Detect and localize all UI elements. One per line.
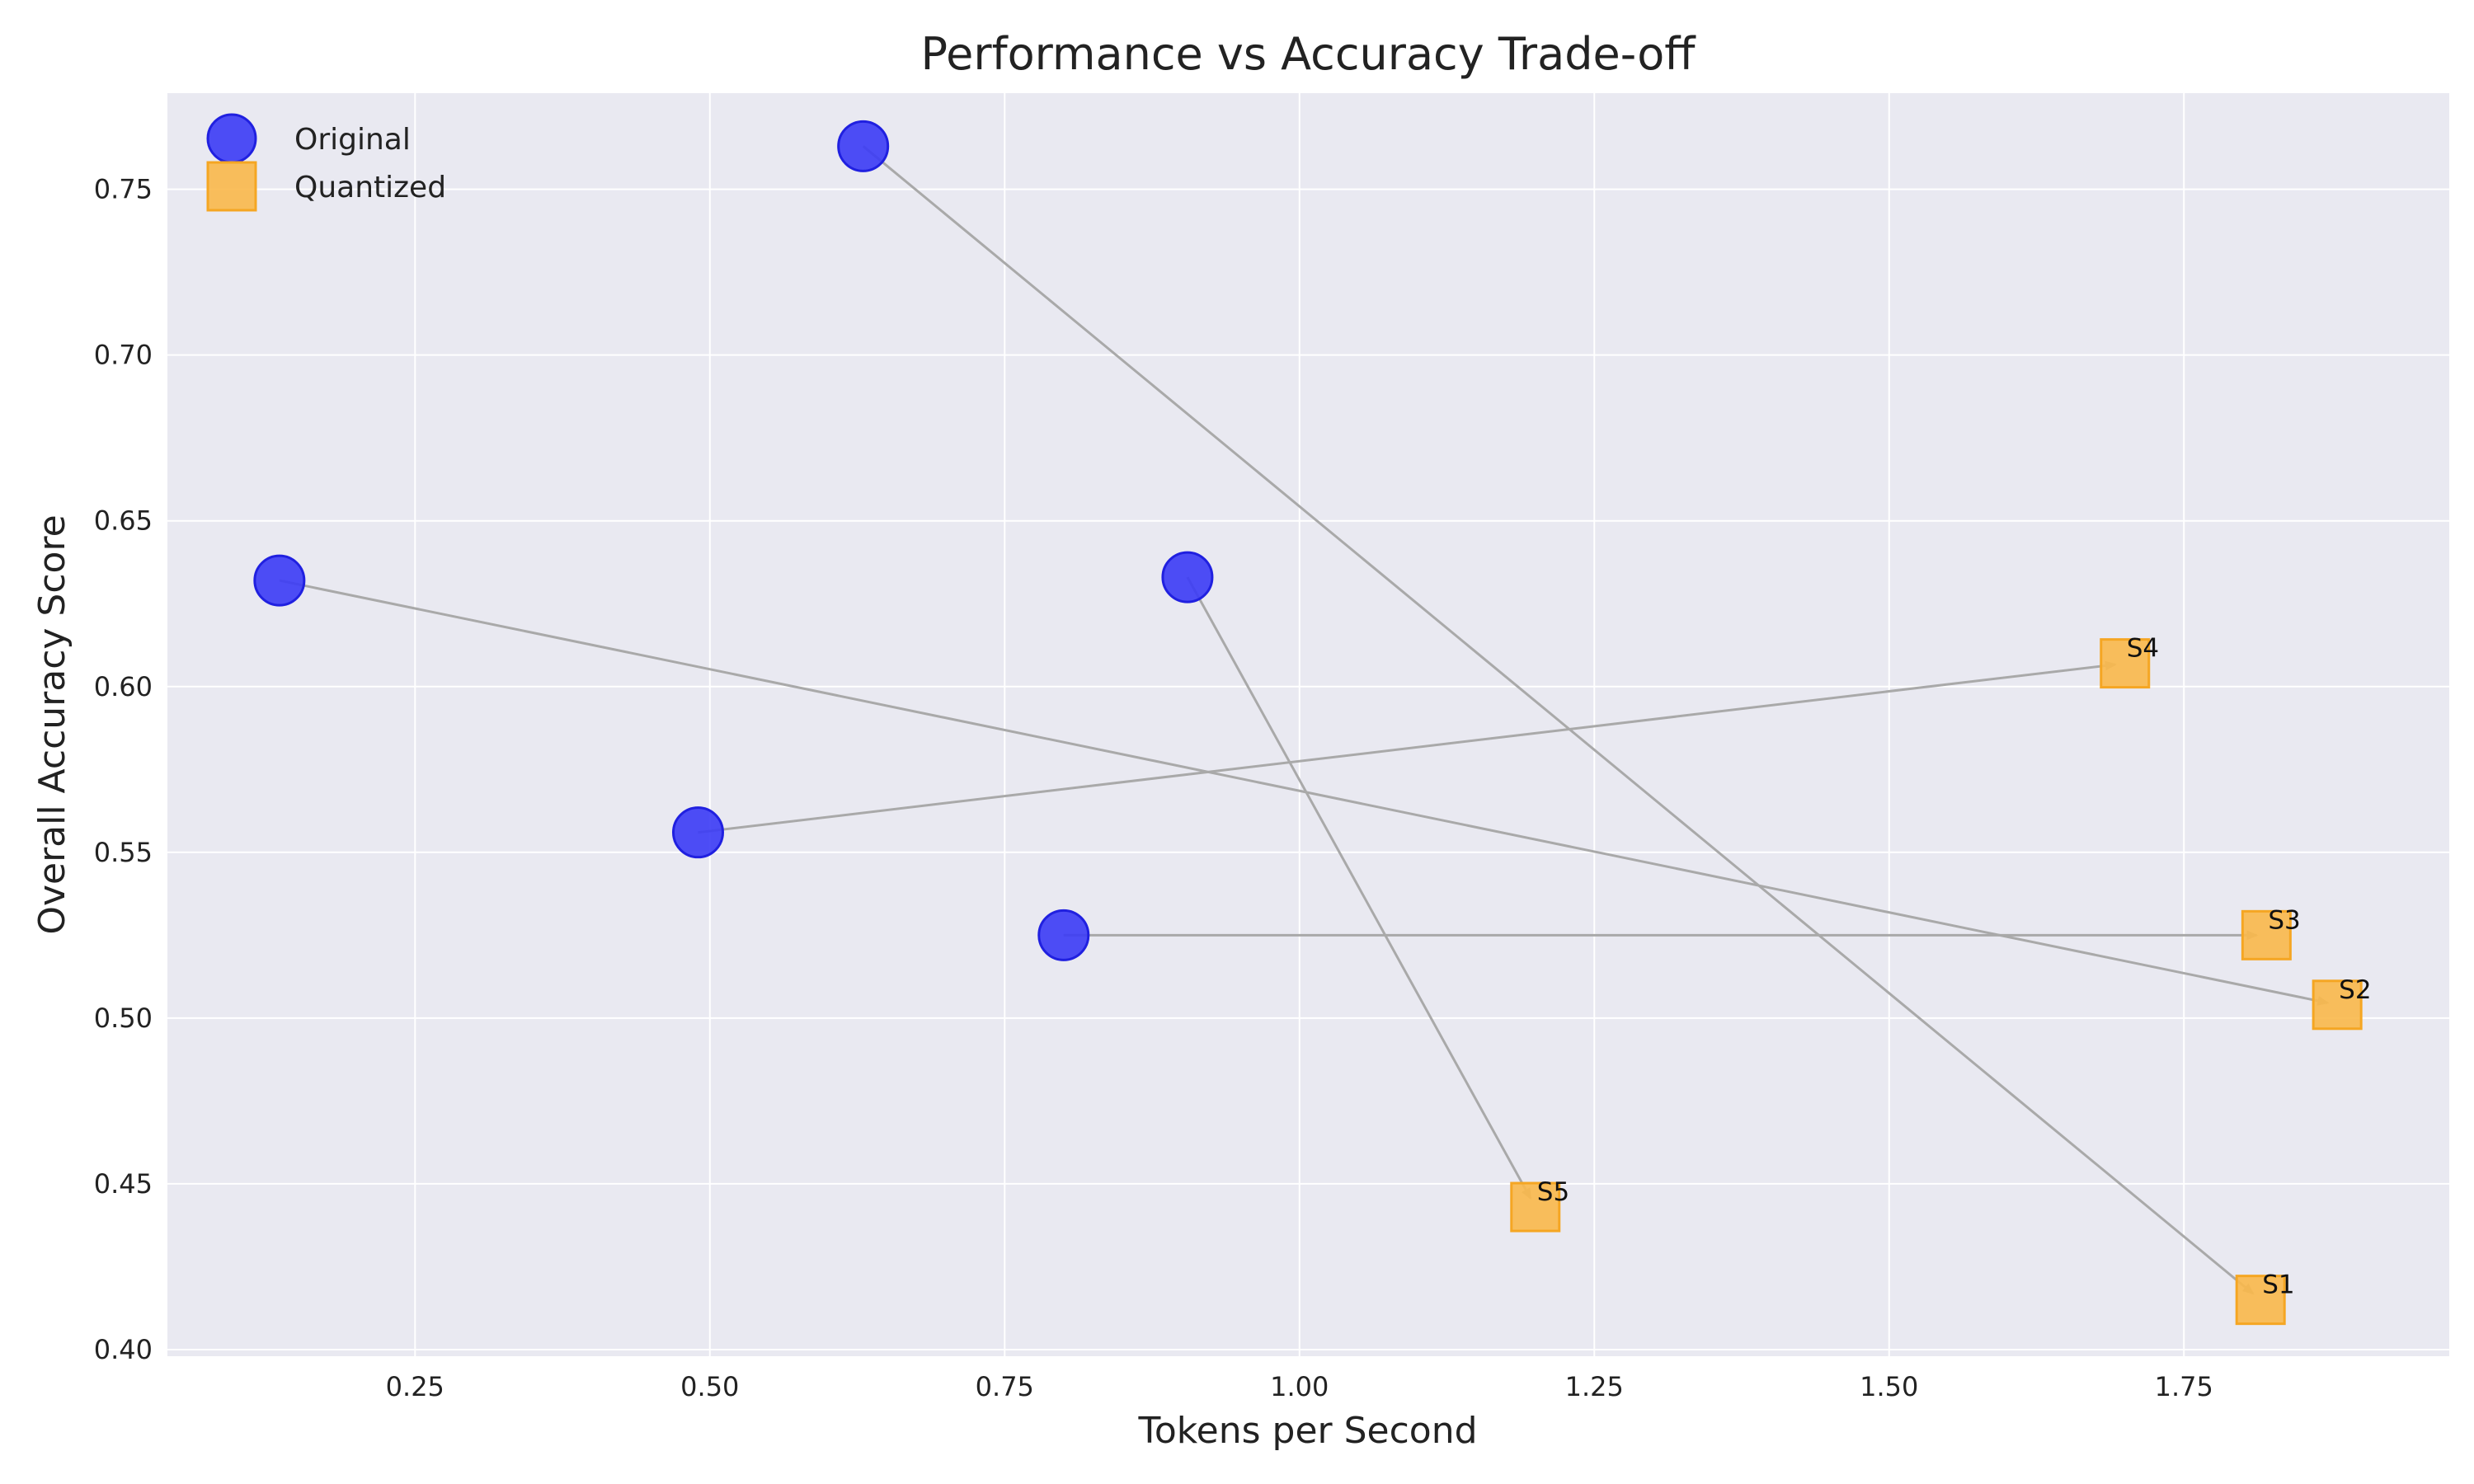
original-point <box>253 554 306 607</box>
tick-labels: 0.25 0.50 0.75 1.00 1.25 1.50 1.75 0.40 0.45 0.50… <box>94 174 2213 1402</box>
x-tick-label: 1.50 <box>1860 1371 1918 1402</box>
x-tick-label: 0.25 <box>386 1371 444 1402</box>
x-tick-label: 0.75 <box>976 1371 1034 1402</box>
y-tick-label: 0.55 <box>94 837 153 868</box>
y-tick-label: 0.75 <box>94 174 153 205</box>
legend-marker-quantized <box>206 161 257 212</box>
y-tick-label: 0.40 <box>94 1334 153 1365</box>
point-label: S5 <box>1537 1177 1569 1207</box>
x-tick-label: 1.25 <box>1565 1371 1624 1402</box>
plot-background <box>167 93 2449 1356</box>
y-tick-label: 0.50 <box>94 1003 153 1034</box>
y-axis-label: Overall Accuracy Score <box>31 514 73 934</box>
quantized-point <box>2312 979 2363 1031</box>
transition-arrow <box>279 579 2330 1006</box>
point-label: S1 <box>2262 1270 2294 1300</box>
x-tick-label: 0.50 <box>680 1371 739 1402</box>
transition-arrow <box>698 660 2117 834</box>
point-label: S4 <box>2127 634 2159 664</box>
original-point <box>671 806 724 859</box>
y-tick-label: 0.70 <box>94 340 153 371</box>
quantized-point <box>2241 909 2292 960</box>
legend-label-quantized: Quantized <box>294 171 446 204</box>
x-tick-label: 1.00 <box>1270 1371 1329 1402</box>
quantized-point <box>2235 1275 2286 1326</box>
point-label: S2 <box>2339 975 2371 1005</box>
original-point <box>1037 909 1090 961</box>
quantized-point <box>2100 638 2151 689</box>
point-label-layer: S1 S2 S3 S4 S5 <box>1537 634 2372 1300</box>
grid-lines <box>167 93 2449 1356</box>
y-tick-label: 0.65 <box>94 505 153 537</box>
quantized-point <box>1510 1181 1561 1233</box>
original-point <box>837 120 890 172</box>
original-point <box>1161 551 1214 603</box>
x-axis-label: Tokens per Second <box>1137 1410 1477 1452</box>
transition-arrow <box>862 145 2255 1295</box>
transition-arrow <box>1186 576 1532 1200</box>
y-tick-label: 0.60 <box>94 671 153 702</box>
legend-label-original: Original <box>294 123 411 157</box>
x-tick-label: 1.75 <box>2155 1371 2213 1402</box>
chart-title: Performance vs Accuracy Trade-off <box>921 28 1697 80</box>
point-label: S3 <box>2268 905 2300 935</box>
legend-marker-original <box>206 113 257 164</box>
marker-layer <box>253 120 2363 1326</box>
arrow-layer <box>279 145 2330 1295</box>
legend: Original Quantized <box>206 113 446 212</box>
y-tick-label: 0.45 <box>94 1168 153 1200</box>
